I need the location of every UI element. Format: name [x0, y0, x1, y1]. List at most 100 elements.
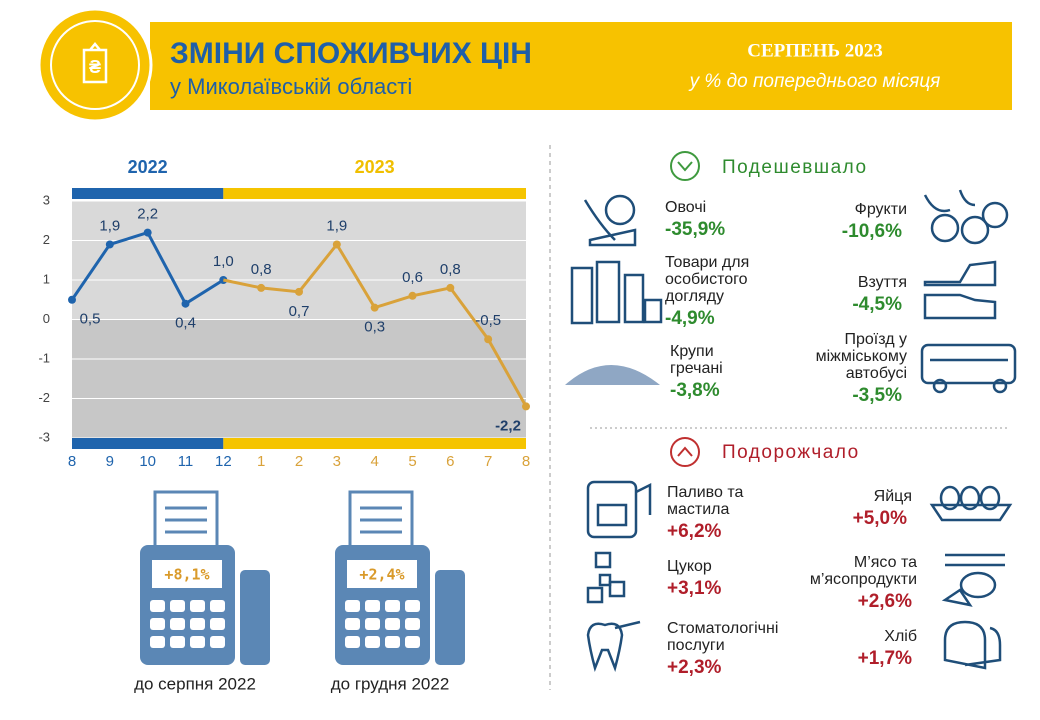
y-tick-label: -2 [38, 390, 50, 405]
point [295, 287, 303, 296]
x-tick-label: 7 [484, 453, 492, 470]
key [150, 600, 165, 612]
fuel-icon [586, 480, 652, 539]
y-tick-label: 2 [43, 232, 50, 247]
y-tick-label: -3 [38, 429, 50, 444]
value-label: 0,6 [402, 269, 423, 286]
item-value: +2,6% [858, 591, 913, 612]
point [143, 228, 152, 237]
value-label: 0,5 [80, 311, 101, 328]
y-tick-label: 1 [43, 271, 50, 286]
item-value: -3,5% [852, 385, 902, 406]
x-tick-label: 12 [215, 453, 232, 470]
tag-icon [82, 42, 108, 84]
point [408, 291, 417, 300]
point [105, 240, 114, 249]
key [405, 600, 420, 612]
key [405, 618, 420, 630]
item-name: послуги [667, 637, 725, 654]
item-name: Товари для [665, 254, 749, 271]
point [257, 283, 266, 292]
item-value: +3,1% [667, 578, 722, 599]
item-name: гречані [670, 360, 723, 377]
title: ЗМІНИ СПОЖИВЧИХ ЦІН [170, 37, 532, 70]
item-name: Яйця [874, 488, 912, 505]
item-name: М’ясо та [854, 554, 917, 571]
item-value: +1,7% [858, 648, 913, 669]
hryvnia-sign: ₴ [89, 57, 101, 77]
year-band [223, 438, 527, 449]
year-band [223, 188, 527, 199]
period: СЕРПЕНЬ 2023 [747, 40, 883, 61]
key [210, 618, 225, 630]
value-label: 0,8 [251, 261, 272, 278]
item-value: -3,8% [670, 380, 720, 401]
receipt-value: +2,4% [359, 566, 404, 584]
item-name: Взуття [858, 274, 907, 291]
value-label: 1,9 [99, 217, 120, 234]
item-name: Цукор [667, 558, 712, 575]
x-tick-label: 8 [68, 453, 76, 470]
key [210, 636, 225, 648]
cheaper-badge [670, 151, 700, 181]
line-connector [223, 278, 262, 290]
item-value: +6,2% [667, 521, 722, 542]
x-tick-label: 2 [295, 453, 303, 470]
receipt-value: +8,1% [164, 566, 209, 584]
value-label: 2,2 [137, 206, 158, 223]
y-tick-label: -1 [38, 350, 50, 365]
plot-positive [72, 201, 526, 320]
value-label: 0,8 [440, 261, 461, 278]
item-value: -10,6% [842, 221, 902, 242]
sugar-icon [586, 551, 626, 604]
section-title: Подешевшало [722, 157, 868, 178]
header-icon-ring [50, 20, 140, 110]
key [150, 636, 165, 648]
item-name: Проїзд у [844, 331, 907, 348]
receipt-label: до грудня 2022 [331, 674, 450, 693]
y-tick-label: 3 [43, 192, 50, 207]
shoes-icon [923, 260, 997, 320]
item-value: -4,9% [665, 308, 715, 329]
terminal-side [240, 570, 270, 665]
point [181, 299, 190, 308]
x-tick-label: 6 [446, 453, 454, 470]
key [365, 618, 380, 630]
value-label: -2,2 [495, 417, 521, 434]
buckwheat-icon [565, 365, 660, 385]
x-tick-label: 11 [178, 453, 194, 470]
item-name: Крупи [670, 343, 714, 360]
item-name: Хліб [884, 628, 917, 645]
eggs-icon [929, 485, 1013, 522]
year-band [72, 188, 224, 199]
tooth-icon [586, 620, 641, 672]
key [345, 618, 360, 630]
terminal-screen [152, 560, 222, 588]
item-value: +5,0% [853, 508, 908, 529]
value-label: -0,5 [475, 312, 501, 329]
item-name: Овочі [665, 199, 706, 216]
year-band [72, 438, 224, 449]
key [365, 636, 380, 648]
key [365, 600, 380, 612]
x-tick-label: 9 [106, 453, 114, 470]
item-name: мастила [667, 501, 730, 518]
item-name: м’ясопродукти [810, 571, 917, 588]
plot-negative [72, 319, 526, 438]
item-name: Фрукти [855, 201, 907, 218]
price-lists: Подешевшало Овочі -35,9% Фрукти -10,6% Товари… [665, 157, 917, 678]
item-name: Паливо та [667, 484, 743, 501]
key [150, 618, 165, 630]
line-series [261, 241, 528, 408]
receipt-label: до серпня 2022 [134, 674, 256, 693]
key [170, 636, 185, 648]
year-label: 2023 [355, 157, 395, 177]
key [190, 636, 205, 648]
header-icon [37, 7, 153, 123]
value-label: 1,0 [213, 253, 234, 270]
key [210, 600, 225, 612]
bus-icon [920, 343, 1017, 394]
key [170, 600, 185, 612]
